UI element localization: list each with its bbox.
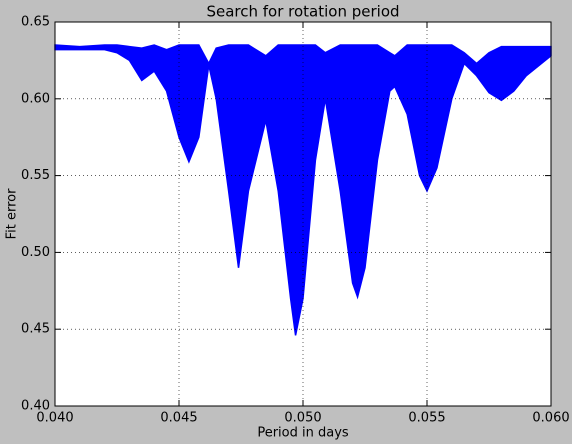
x-tick-label: 0.040	[36, 411, 73, 426]
x-tick-label: 0.050	[284, 411, 321, 426]
x-tick-label: 0.045	[160, 411, 197, 426]
y-tick-label: 0.55	[21, 168, 50, 183]
y-tick-label: 0.60	[21, 91, 50, 106]
plot-frame	[54, 21, 552, 407]
x-tick-label: 0.055	[408, 411, 445, 426]
y-tick-label: 0.50	[21, 245, 50, 260]
y-tick-label: 0.40	[21, 399, 50, 414]
y-axis-label: Fit error	[5, 188, 20, 240]
chart-title: Search for rotation period	[206, 3, 399, 21]
x-axis-label: Period in days	[257, 426, 349, 441]
y-tick-label: 0.65	[21, 15, 50, 30]
x-tick-label: 0.060	[532, 411, 569, 426]
y-tick-label: 0.45	[21, 322, 50, 337]
